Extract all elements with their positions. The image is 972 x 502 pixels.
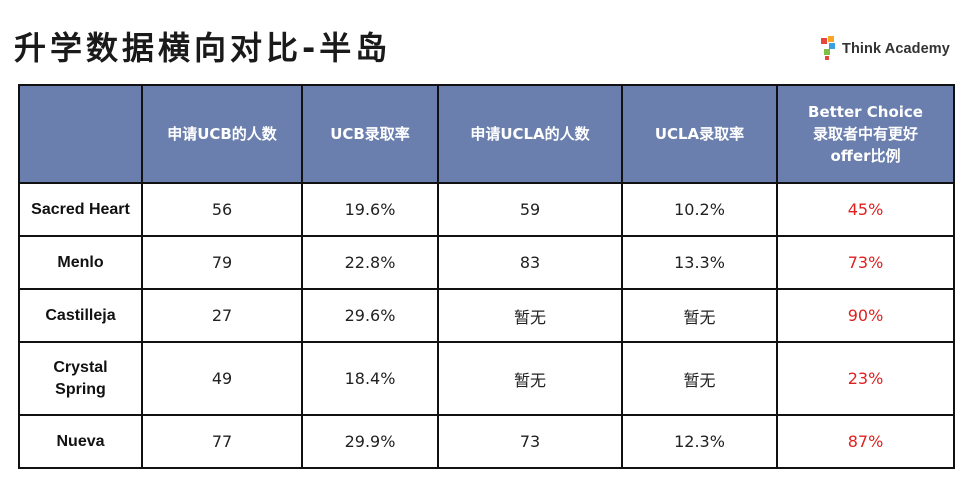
school-name: Menlo [18, 235, 143, 290]
ucb-rate: 18.4% [301, 341, 439, 416]
header-better-offer: Better Choice 录取者中有更好 offer比例 [776, 84, 955, 184]
ucla-rate: 暂无 [621, 288, 778, 343]
ucla-applicants: 73 [437, 414, 623, 469]
ucla-rate: 13.3% [621, 235, 778, 290]
header-better-offer-line: 录取者中有更好 [812, 125, 918, 143]
header-better-offer-line: offer比例 [830, 147, 901, 165]
table-row: Menlo 79 22.8% 83 13.3% 73% [18, 235, 955, 290]
ucb-rate: 19.6% [301, 182, 439, 237]
header-ucla-rate: UCLA录取率 [621, 84, 778, 184]
better-offer-ratio: 23% [776, 341, 955, 416]
ucb-applicants: 79 [141, 235, 303, 290]
table-row: Castilleja 27 29.6% 暂无 暂无 90% [18, 288, 955, 343]
better-offer-ratio: 87% [776, 414, 955, 469]
table-header-row: 申请UCB的人数 UCB录取率 申请UCLA的人数 UCLA录取率 Better… [18, 84, 955, 184]
header-ucb-rate: UCB录取率 [301, 84, 439, 184]
logo-text: Think Academy [842, 41, 950, 57]
header-better-offer-line: Better Choice [808, 103, 923, 121]
header-ucb-applicants: 申请UCB的人数 [141, 84, 303, 184]
ucla-rate: 暂无 [621, 341, 778, 416]
table-row: Crystal Spring 49 18.4% 暂无 暂无 23% [18, 341, 955, 416]
school-name: Nueva [18, 414, 143, 469]
page-title: 升学数据横向对比-半岛 [14, 29, 392, 67]
header-school [18, 84, 143, 184]
school-name-line: Spring [55, 380, 106, 398]
ucla-applicants: 83 [437, 235, 623, 290]
ucla-applicants: 暂无 [437, 288, 623, 343]
ucb-applicants: 27 [141, 288, 303, 343]
school-name-line: Crystal [53, 358, 108, 376]
ucb-applicants: 77 [141, 414, 303, 469]
ucb-applicants: 49 [141, 341, 303, 416]
better-offer-ratio: 73% [776, 235, 955, 290]
ucb-rate: 22.8% [301, 235, 439, 290]
ucb-applicants: 56 [141, 182, 303, 237]
table-row: Sacred Heart 56 19.6% 59 10.2% 45% [18, 182, 955, 237]
think-academy-logo-icon [821, 36, 835, 60]
better-offer-ratio: 45% [776, 182, 955, 237]
ucla-applicants: 暂无 [437, 341, 623, 416]
school-name: Castilleja [18, 288, 143, 343]
comparison-table: 申请UCB的人数 UCB录取率 申请UCLA的人数 UCLA录取率 Better… [18, 84, 955, 469]
ucla-applicants: 59 [437, 182, 623, 237]
think-academy-logo: Think Academy [818, 34, 950, 64]
school-name: Crystal Spring [18, 341, 143, 416]
header-ucla-applicants: 申请UCLA的人数 [437, 84, 623, 184]
ucb-rate: 29.6% [301, 288, 439, 343]
school-name: Sacred Heart [18, 182, 143, 237]
better-offer-ratio: 90% [776, 288, 955, 343]
table-row: Nueva 77 29.9% 73 12.3% 87% [18, 414, 955, 469]
ucla-rate: 12.3% [621, 414, 778, 469]
ucla-rate: 10.2% [621, 182, 778, 237]
ucb-rate: 29.9% [301, 414, 439, 469]
